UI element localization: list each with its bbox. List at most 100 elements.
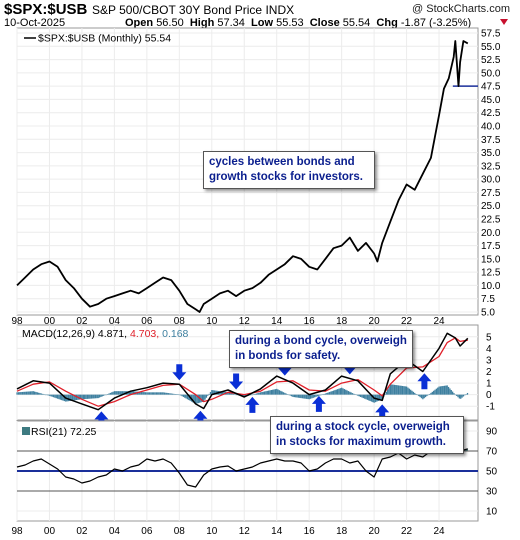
macd-histogram-bar xyxy=(212,390,214,395)
macd-histogram-bar xyxy=(309,394,312,399)
ohlc-line: Open 56.50 High 57.34 Low 55.53 Close 55… xyxy=(125,17,471,29)
low-value: 55.53 xyxy=(276,17,304,29)
macd-histogram-bar xyxy=(361,394,363,398)
macd-histogram-bar xyxy=(339,388,341,395)
macd-histogram-bar xyxy=(441,386,443,395)
price-x-tick-label: 06 xyxy=(141,316,153,327)
macd-histogram-bar xyxy=(434,389,436,395)
macd-histogram-bar xyxy=(288,394,290,396)
macd-histogram-bar xyxy=(342,388,344,395)
open-value: 56.50 xyxy=(156,17,184,29)
macd-histogram-bar xyxy=(207,394,209,396)
macd-histogram-bar xyxy=(111,392,113,395)
macd-histogram-bar xyxy=(466,392,469,395)
macd-histogram-bar xyxy=(312,394,314,398)
macd-histogram-bar xyxy=(255,393,258,395)
price-legend-label: $SPX:$USB (Monthly) 55.54 xyxy=(38,33,171,45)
macd-histogram-bar xyxy=(128,391,130,395)
rsi-x-tick-label: 22 xyxy=(401,526,413,537)
macd-histogram-bar xyxy=(262,391,264,395)
macd-histogram-bar xyxy=(396,385,398,395)
macd-histogram-bar xyxy=(196,394,198,404)
macd-histogram-bar xyxy=(438,386,440,395)
macd-histogram-bar xyxy=(431,391,433,395)
macd-histogram-bar xyxy=(443,385,446,395)
macd-histogram-bar xyxy=(102,394,105,396)
macd-histogram-bar xyxy=(456,394,458,396)
macd-histogram-bar xyxy=(315,394,317,397)
macd-histogram-bar xyxy=(24,391,26,395)
macd-histogram-bar xyxy=(67,394,70,402)
macd-histogram-bar xyxy=(193,394,195,404)
macd-histogram-bar xyxy=(166,392,168,395)
rsi-x-tick-label: 04 xyxy=(109,526,121,537)
macd-histogram-bar xyxy=(316,394,318,397)
macd-histogram-bar xyxy=(56,394,59,399)
macd-histogram-bar xyxy=(211,390,213,395)
macd-histogram-bar xyxy=(79,394,82,400)
rsi-y-tick-label: 10 xyxy=(486,507,498,518)
price-y-tick-label: 12.5 xyxy=(481,268,501,279)
macd-histogram-bar xyxy=(322,394,324,395)
macd-histogram-bar xyxy=(231,393,233,395)
macd-histogram-bar xyxy=(464,394,466,396)
macd-histogram-bar xyxy=(205,394,208,398)
macd-histogram-bar xyxy=(296,394,298,398)
macd-histogram-bar xyxy=(372,394,374,403)
macd-histogram-bar xyxy=(73,394,75,401)
macd-histogram-bar xyxy=(123,391,125,395)
macd-histogram-bar xyxy=(435,388,438,395)
macd-histogram-bar xyxy=(365,394,367,400)
macd-histogram-bar xyxy=(387,389,389,395)
macd-histogram-bar xyxy=(163,392,166,395)
macd-histogram-bar xyxy=(115,391,117,395)
rsi-x-tick-label: 00 xyxy=(44,526,56,537)
macd-histogram-bar xyxy=(401,385,404,395)
macd-histogram-bar xyxy=(144,392,147,395)
macd-histogram-bar xyxy=(297,394,300,398)
macd-histogram-bar xyxy=(355,394,358,396)
macd-histogram-bar xyxy=(33,391,36,395)
macd-histogram-bar xyxy=(416,394,419,396)
macd-histogram-bar xyxy=(320,394,323,396)
macd-histogram-bar xyxy=(105,394,107,396)
rsi-x-tick-label: 18 xyxy=(336,526,348,537)
macd-histogram-bar xyxy=(308,394,310,400)
macd-histogram-bar xyxy=(457,394,459,398)
macd-histogram-bar xyxy=(78,394,80,400)
macd-histogram-bar xyxy=(412,391,415,395)
macd-histogram-bar xyxy=(304,394,306,399)
macd-histogram-bar xyxy=(453,393,455,395)
price-y-tick-label: 35.0 xyxy=(481,148,501,159)
macd-histogram-bar xyxy=(442,385,444,395)
macd-histogram-bar xyxy=(235,394,237,396)
rsi-x-tick-label: 14 xyxy=(271,526,283,537)
rsi-legend-swatch xyxy=(22,427,30,435)
chg-value: -1.87 (-3.25%) xyxy=(400,17,472,29)
macd-histogram-bar xyxy=(59,394,61,400)
macd-histogram-bar xyxy=(234,394,236,395)
macd-histogram-bar xyxy=(395,385,397,395)
macd-histogram-bar xyxy=(293,394,296,398)
macd-histogram-bar xyxy=(47,394,49,396)
macd-histogram-bar xyxy=(426,394,428,397)
macd-histogram-bar xyxy=(113,391,116,395)
macd-histogram-bar xyxy=(84,394,86,400)
macd-histogram-bar xyxy=(69,394,71,402)
macd-histogram-bar xyxy=(230,393,232,395)
rsi-x-tick-label: 16 xyxy=(304,526,316,537)
macd-histogram-bar xyxy=(46,394,48,396)
macd-histogram-bar xyxy=(97,394,99,399)
close-value: 55.54 xyxy=(342,17,371,29)
macd-histogram-bar xyxy=(173,393,175,395)
price-x-tick-label: 98 xyxy=(11,316,23,327)
macd-histogram-bar xyxy=(338,388,340,395)
macd-histogram-bar xyxy=(270,390,273,395)
macd-histogram-bar xyxy=(295,394,297,398)
macd-histogram-bar xyxy=(418,394,420,397)
macd-histogram-bar xyxy=(29,391,32,395)
macd-histogram-bar xyxy=(349,391,351,395)
macd-histogram-bar xyxy=(116,391,118,395)
macd-histogram-bar xyxy=(319,394,321,396)
macd-histogram-bar xyxy=(393,384,396,395)
